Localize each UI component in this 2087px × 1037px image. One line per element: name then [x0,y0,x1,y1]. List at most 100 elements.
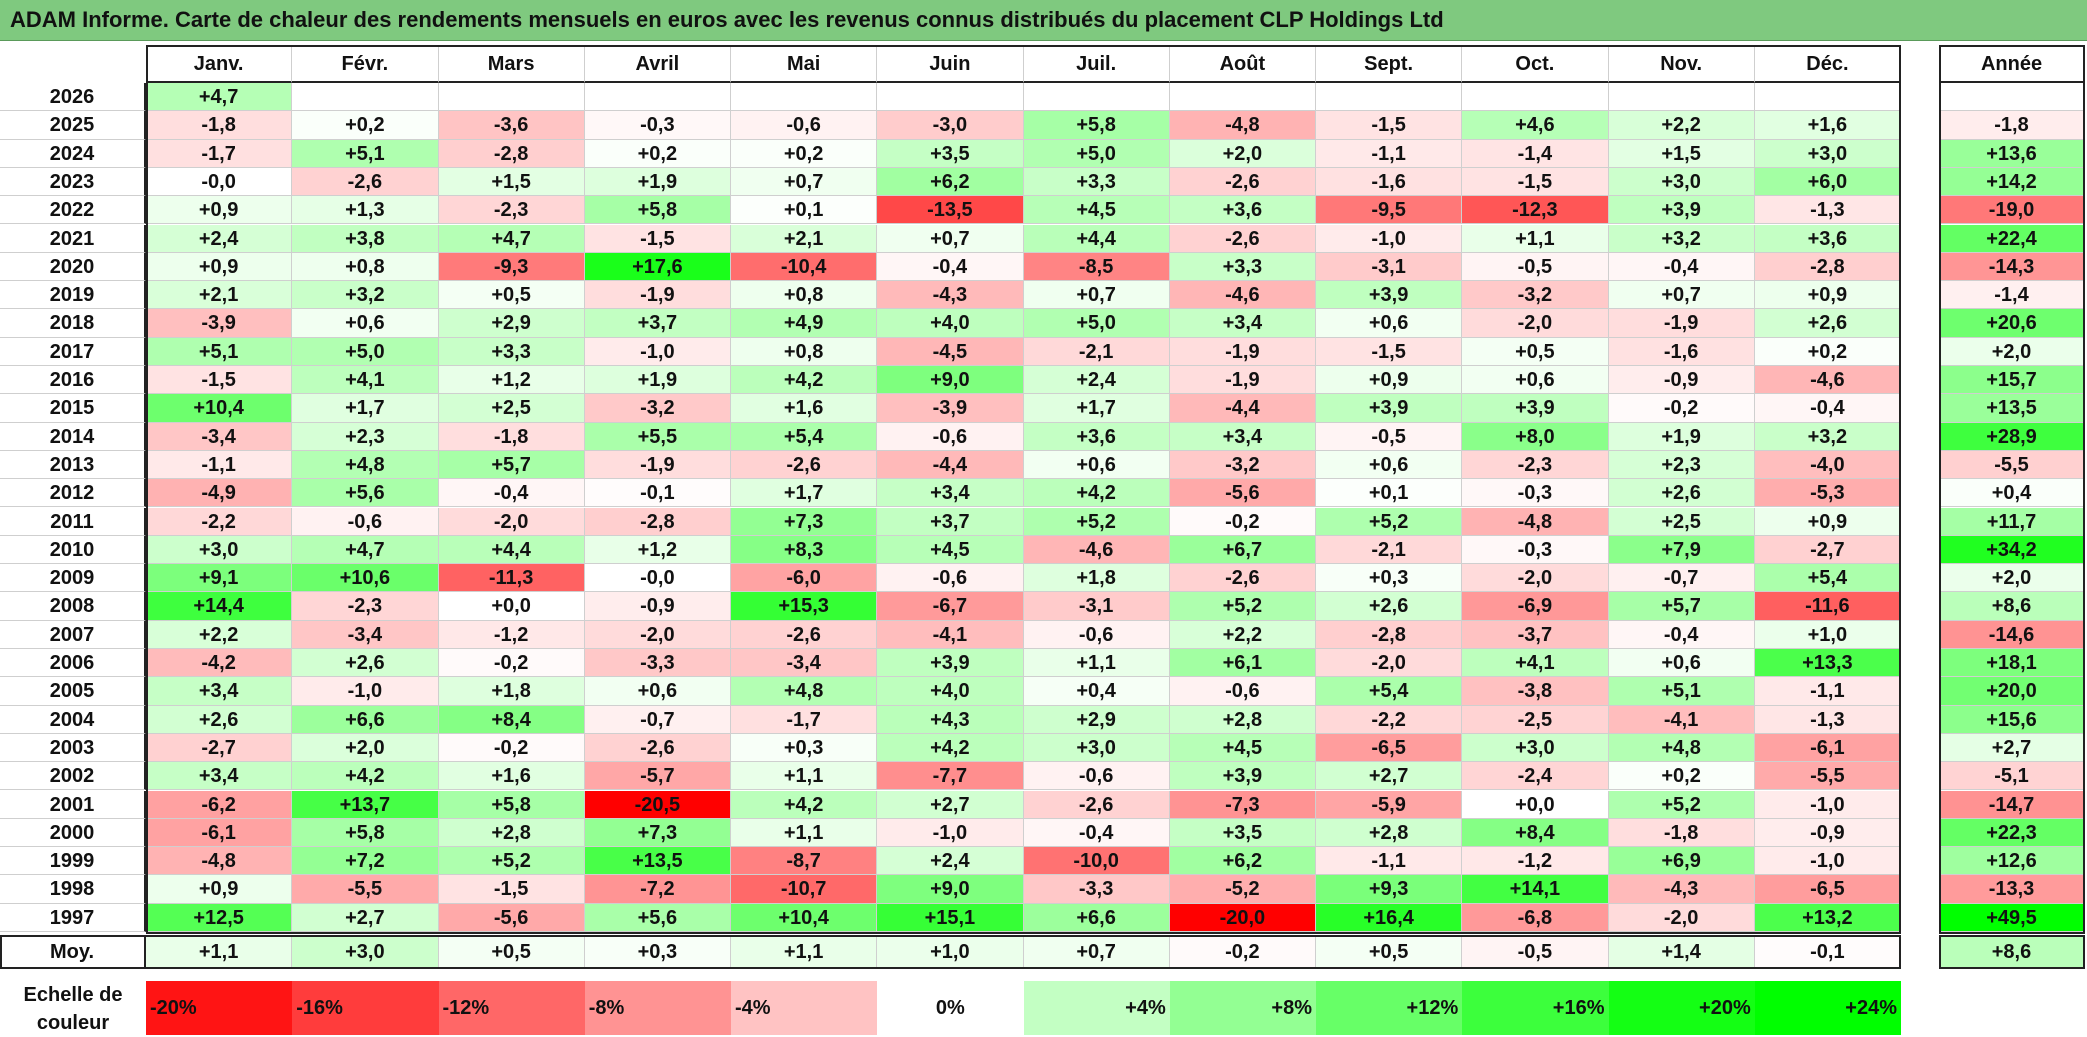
average-cell: -0,2 [1169,935,1316,969]
heatmap-cell [1462,83,1609,112]
heatmap-cell: -3,2 [1169,450,1316,480]
heatmap-cell: +1,1 [731,818,878,848]
heatmap-cell: +6,7 [1169,535,1316,565]
heatmap-cell: +4,5 [877,535,1024,565]
heatmap-cell [584,83,731,112]
heatmap-cell: -1,8 [438,422,585,451]
heatmap-cell: +4,8 [1608,733,1755,763]
annual-cell: +2,7 [1939,733,2085,763]
heatmap-cell: +3,7 [584,309,731,338]
heatmap-cell: -2,6 [1169,564,1316,593]
annual-cell: -1,4 [1939,281,2085,310]
heatmap-cell: +0,4 [1023,677,1170,706]
annual-cell: -14,3 [1939,252,2085,282]
heatmap-cell: -4,1 [1608,705,1755,734]
heatmap-cell: -1,1 [1316,847,1463,876]
heatmap-cell: +17,6 [584,252,731,282]
heatmap-cell: -4,2 [146,649,293,678]
heatmap-cell: +3,4 [1169,309,1316,338]
annual-cell: -14,7 [1939,790,2085,819]
year-label: 2003 [0,733,146,763]
average-cell: +0,5 [1316,935,1463,969]
heatmap-cell: +4,2 [292,762,439,791]
heatmap-cell [731,83,878,112]
heatmap-cell: -2,3 [438,196,585,225]
heatmap-cell: -2,7 [146,733,293,763]
heatmap-cell: -3,6 [438,111,585,140]
average-cell: +0,5 [438,935,585,969]
annual-cell: +2,0 [1939,564,2085,593]
average-cell: +0,7 [1023,935,1170,969]
month-header: Août [1169,45,1316,83]
year-label: 1998 [0,875,146,904]
heatmap-cell: +2,2 [1608,111,1755,140]
heatmap-cell: +0,7 [1023,281,1170,310]
heatmap-cell: -0,2 [438,733,585,763]
annual-cell: +15,7 [1939,366,2085,395]
heatmap-cell [1023,83,1170,112]
heatmap-cell: +3,9 [1462,394,1609,423]
heatmap-cell: +1,9 [1608,422,1755,451]
heatmap-cell: -10,7 [731,875,878,904]
heatmap-cell: +10,4 [731,903,878,932]
heatmap-cell: -0,7 [584,705,731,734]
heatmap-cell: -0,6 [877,422,1024,451]
heatmap-cell: -2,4 [1462,762,1609,791]
color-scale-swatch: -12% [438,981,585,1035]
heatmap-cell: -6,0 [731,564,878,593]
annual-cell: -14,6 [1939,620,2085,649]
heatmap-cell: +15,1 [877,903,1024,932]
heatmap-cell: -2,7 [1754,535,1901,565]
heatmap-cell: +3,9 [1316,281,1463,310]
heatmap-cell: -0,6 [292,507,439,536]
heatmap-cell: -1,4 [1462,139,1609,168]
heatmap-cell: +8,4 [438,705,585,734]
heatmap-cell: -6,5 [1754,875,1901,904]
heatmap-cell: +2,3 [292,422,439,451]
heatmap-cell: +2,3 [1608,450,1755,480]
heatmap-cell: -3,3 [1023,875,1170,904]
heatmap-cell: -2,8 [1754,252,1901,282]
heatmap-cell: +5,4 [731,422,878,451]
heatmap-cell: -3,8 [1462,677,1609,706]
heatmap-cell: -2,3 [292,592,439,621]
heatmap-cell: +5,0 [1023,309,1170,338]
heatmap-cell: +0,2 [1608,762,1755,791]
heatmap-cell: +0,2 [1754,337,1901,366]
heatmap-cell: -10,4 [731,252,878,282]
heatmap-cell: -7,7 [877,762,1024,791]
heatmap-cell: +6,2 [1169,847,1316,876]
heatmap-cell: +2,0 [1169,139,1316,168]
heatmap-cell: -4,4 [1169,394,1316,423]
heatmap-cell: -5,6 [438,903,585,932]
heatmap-cell: -4,6 [1169,281,1316,310]
heatmap-cell: +3,2 [292,281,439,310]
heatmap-cell: -2,6 [1169,224,1316,253]
heatmap-cell: -4,8 [1169,111,1316,140]
heatmap-cell: -9,3 [438,252,585,282]
average-cell: +1,1 [146,935,293,969]
heatmap-cell: -4,9 [146,479,293,508]
heatmap-cell: -1,3 [1754,196,1901,225]
color-scale-swatch: 0% [877,981,1024,1035]
color-scale-swatch: -16% [292,981,439,1035]
color-scale-swatch: -4% [731,981,878,1035]
year-label: 2005 [0,677,146,706]
color-scale-swatch: +12% [1316,981,1463,1035]
heatmap-cell: -0,1 [584,479,731,508]
heatmap-cell: +0,8 [731,337,878,366]
heatmap-cell: +1,1 [1023,649,1170,678]
average-annual-cell: +8,6 [1939,935,2085,969]
heatmap-cell: -20,5 [584,790,731,819]
heatmap-cell: -0,4 [1754,394,1901,423]
heatmap-cell: -4,3 [1608,875,1755,904]
heatmap-cell: +0,6 [1023,450,1170,480]
heatmap-cell: -0,4 [438,479,585,508]
heatmap-cell: +0,3 [731,733,878,763]
annual-cell: -5,5 [1939,450,2085,480]
heatmap-cell: +1,2 [438,366,585,395]
heatmap-cell: +6,2 [877,167,1024,197]
color-scale-label: Echelle de couleur [23,984,123,1034]
annual-cell [1939,83,2085,112]
annual-cell: -13,3 [1939,875,2085,904]
